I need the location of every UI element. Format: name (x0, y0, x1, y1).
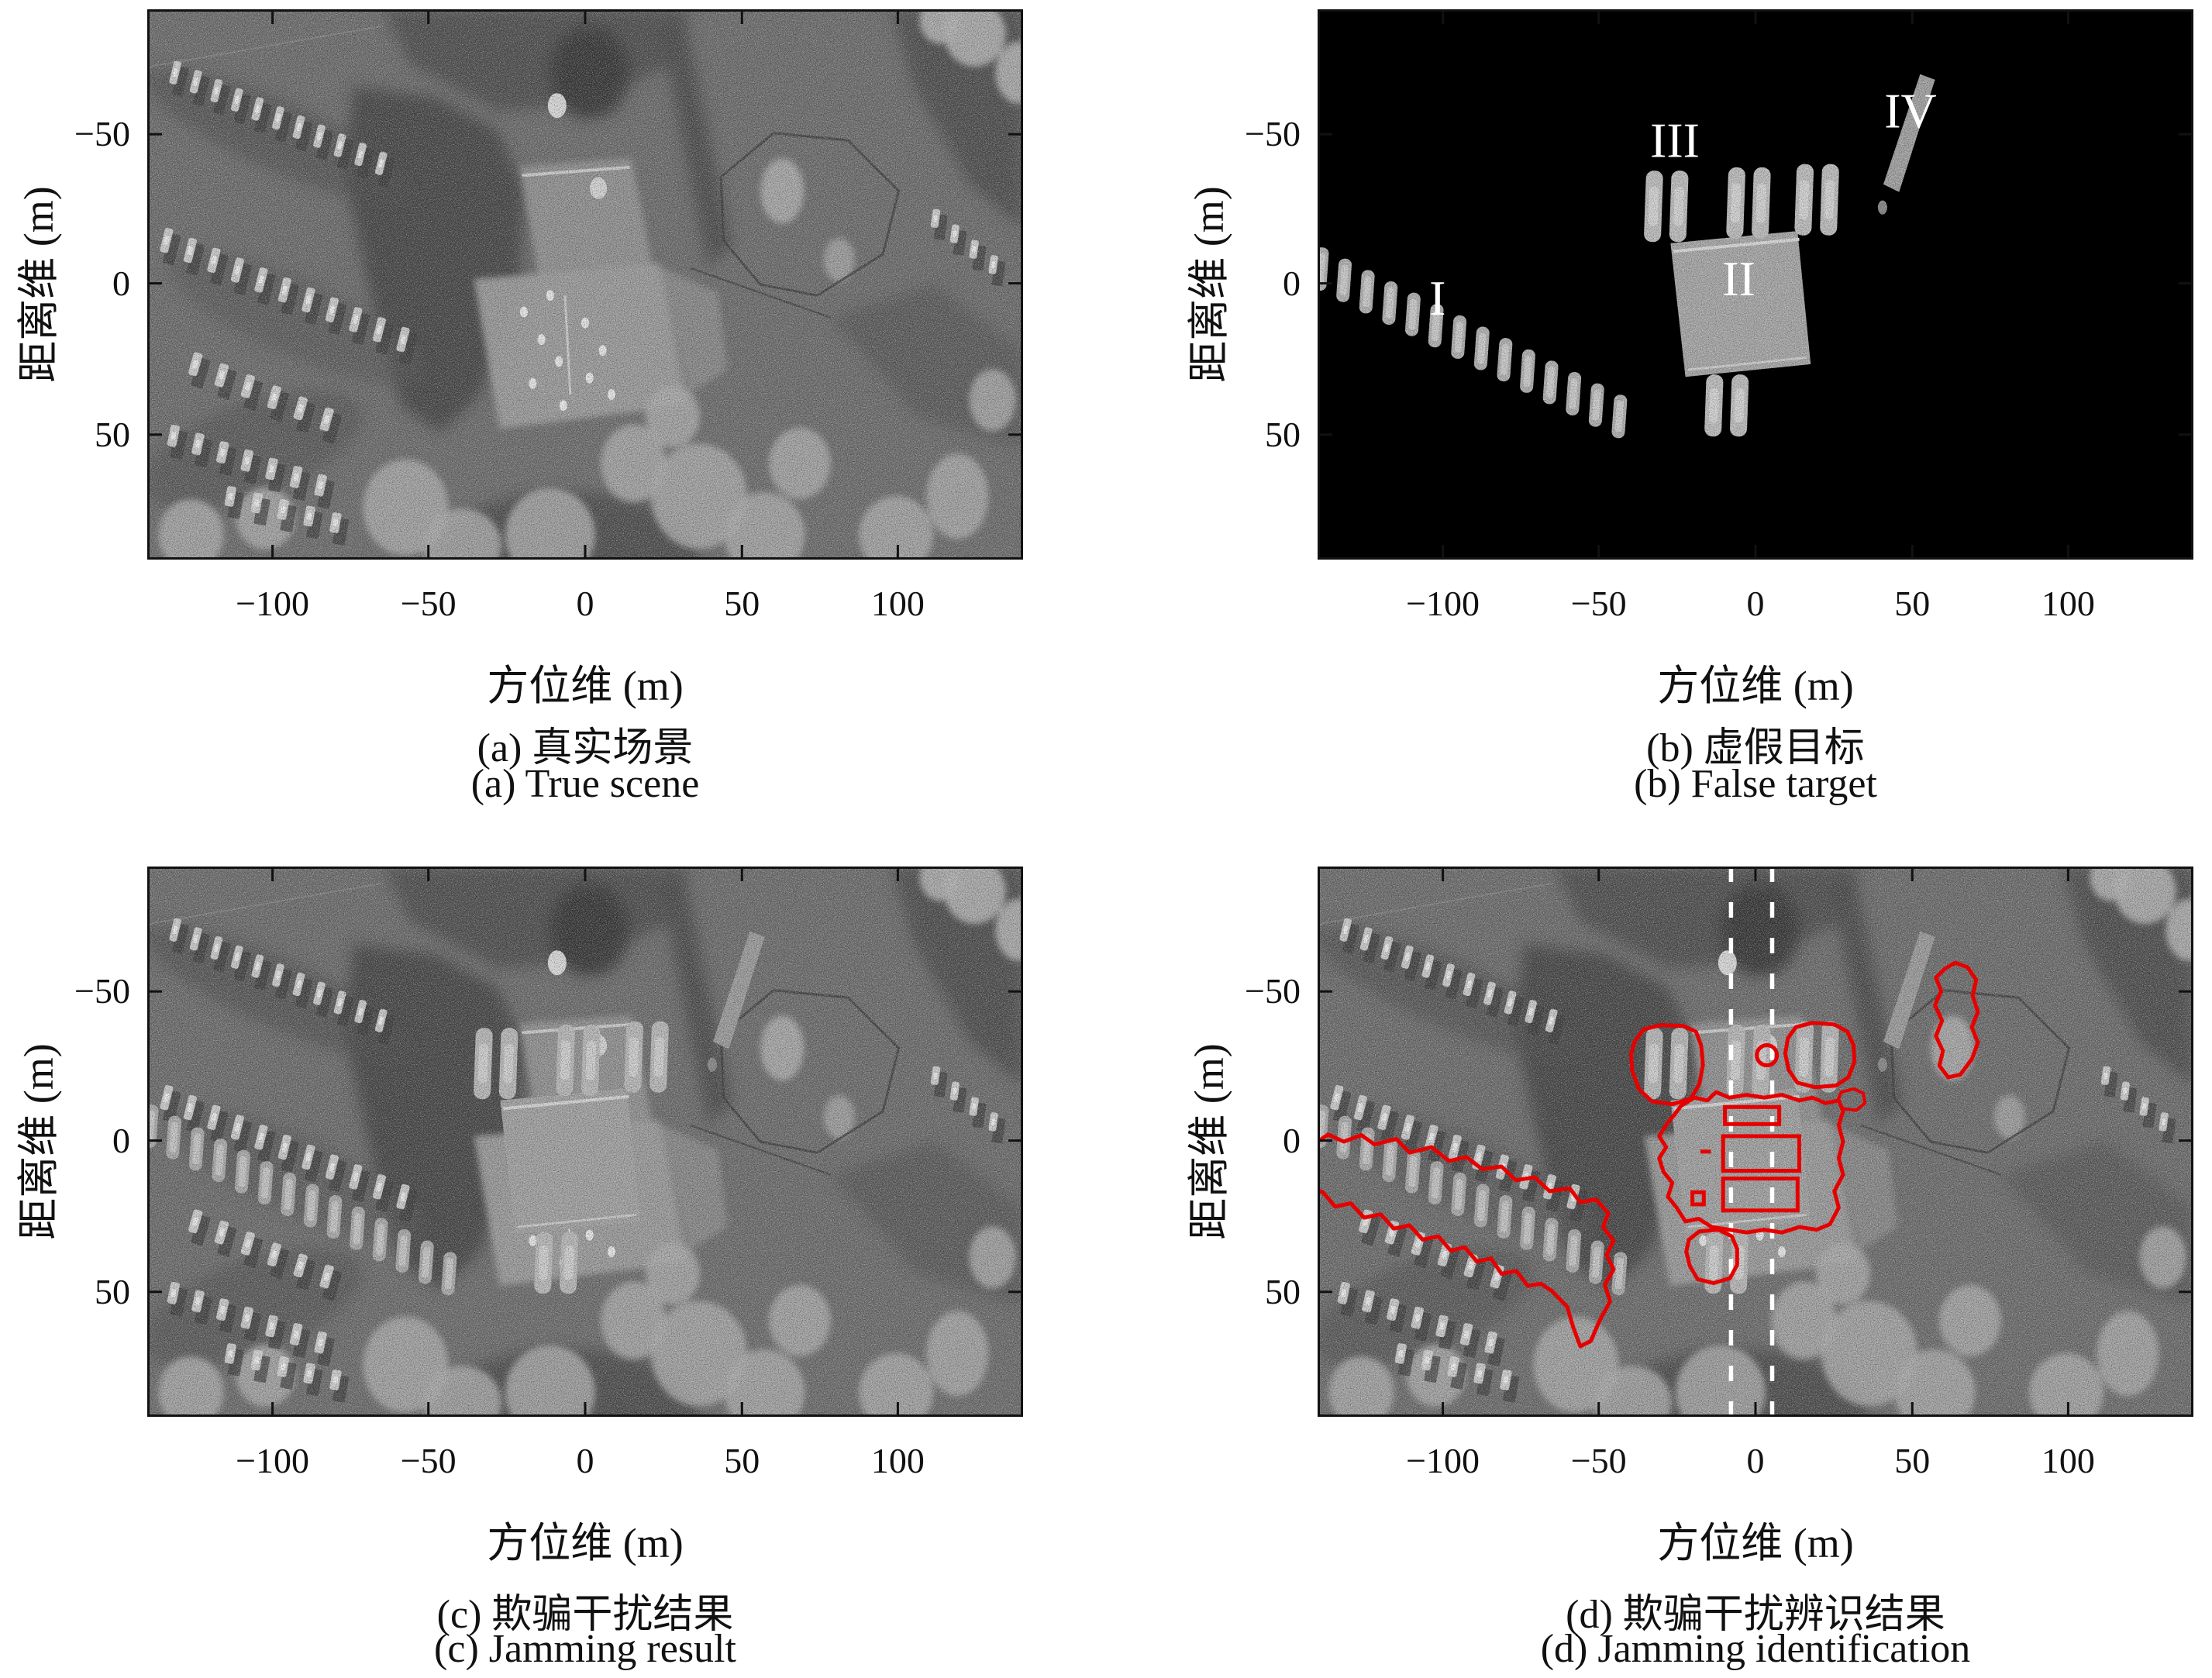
caption-zh-c: (c) 欺骗干扰结果 (436, 1593, 734, 1637)
x-tick-a-1: −50 (400, 584, 457, 623)
false-target-label-4: IV (1884, 84, 1937, 139)
x-axis-label-b: 方位维 (m) (1657, 663, 1854, 709)
x-tick-a-0: −100 (236, 584, 310, 623)
y-tick-c-1: 0 (112, 1120, 130, 1160)
x-tick-b-4: 100 (2041, 584, 2095, 623)
false-target-label-2: II (1722, 251, 1755, 306)
x-axis-label-a: 方位维 (m) (487, 663, 684, 709)
plot-area-b: I II III IV (1318, 9, 2193, 560)
y-tick-a-2: 50 (95, 414, 130, 454)
x-tick-c-2: 0 (576, 1441, 594, 1480)
y-tick-a-1: 0 (112, 263, 130, 303)
sar-image-d (1318, 867, 2193, 1417)
x-axis-label-c: 方位维 (m) (487, 1520, 684, 1566)
y-tick-d-0: −50 (1245, 971, 1301, 1011)
x-tick-c-4: 100 (870, 1441, 925, 1480)
x-tick-d-4: 100 (2041, 1441, 2095, 1480)
y-tick-b-1: 0 (1283, 263, 1301, 303)
x-tick-a-3: 50 (724, 584, 760, 623)
y-tick-b-0: −50 (1245, 114, 1301, 154)
x-tick-b-3: 50 (1894, 584, 1931, 623)
plot-area-c (147, 867, 1023, 1417)
y-tick-a-0: −50 (74, 114, 130, 154)
false-target-label-3: III (1650, 112, 1700, 167)
x-tick-a-4: 100 (870, 584, 925, 623)
x-tick-d-0: −100 (1406, 1441, 1480, 1480)
x-tick-b-1: −50 (1570, 584, 1627, 623)
x-tick-c-3: 50 (724, 1441, 760, 1480)
x-axis-label-d: 方位维 (m) (1657, 1520, 1854, 1566)
x-tick-d-1: −50 (1570, 1441, 1627, 1480)
x-tick-d-2: 0 (1746, 1441, 1765, 1480)
y-tick-b-2: 50 (1265, 414, 1301, 454)
caption-en-c: (c) Jamming result (434, 1627, 736, 1671)
caption-en-a: (a) True scene (470, 762, 700, 806)
caption-en-d: (d) Jamming identification (1540, 1627, 1971, 1671)
false-target-label-1: I (1429, 270, 1445, 326)
caption-zh-b: (b) 虚假目标 (1646, 726, 1865, 770)
plot-area-d (1318, 867, 2193, 1417)
plot-area-a (147, 9, 1023, 560)
y-tick-d-2: 50 (1265, 1271, 1301, 1311)
y-tick-d-1: 0 (1283, 1120, 1301, 1160)
x-tick-d-3: 50 (1894, 1441, 1931, 1480)
x-tick-c-1: −50 (400, 1441, 457, 1480)
sar-image-a (147, 9, 1023, 560)
x-tick-b-0: −100 (1406, 584, 1480, 623)
y-tick-c-2: 50 (95, 1271, 130, 1311)
caption-en-b: (b) False target (1634, 762, 1877, 806)
x-tick-b-2: 0 (1746, 584, 1765, 623)
x-tick-a-2: 0 (576, 584, 594, 623)
caption-zh-a: (a) 真实场景 (477, 726, 694, 770)
sar-image-c (147, 867, 1023, 1417)
caption-zh-d: (d) 欺骗干扰辨识结果 (1566, 1593, 1945, 1637)
x-tick-c-0: −100 (236, 1441, 310, 1480)
y-tick-c-0: −50 (74, 971, 130, 1011)
